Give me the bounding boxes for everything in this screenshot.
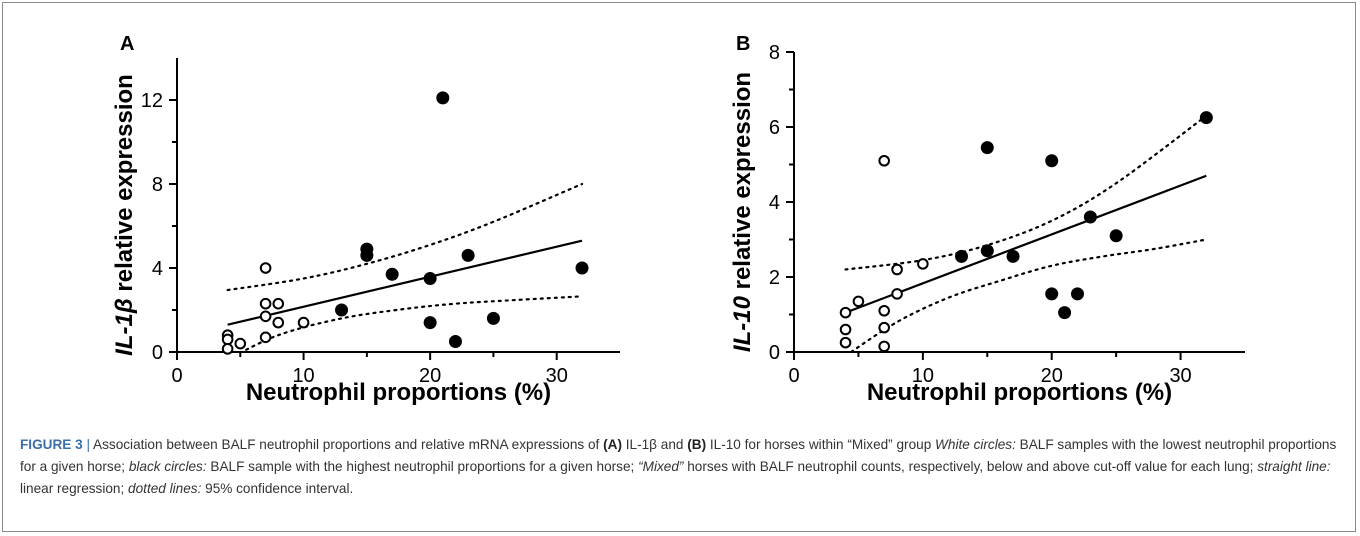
white-circle-point	[891, 288, 903, 300]
black-circle-point	[1199, 111, 1213, 125]
caption-text-7: linear regression;	[20, 481, 129, 496]
caption-straight-label: straight line:	[1257, 459, 1331, 474]
black-circle-point	[1045, 287, 1059, 301]
caption-figure-label: FIGURE 3	[20, 437, 83, 452]
regression-line	[845, 174, 1207, 314]
chart-panel-b: B 0 10 20 30 0 2 4 6 8 Neutrophil proportions (%) I…	[729, 33, 1245, 406]
x-tick-label: 30	[1169, 365, 1191, 387]
white-circle-point	[852, 295, 865, 308]
caption-text-5: BALF sample with the highest neutrophil …	[206, 459, 639, 474]
y-tick-label: 8	[152, 174, 163, 196]
black-circle-point	[448, 335, 462, 348]
white-circle-point	[839, 306, 852, 319]
black-circle-point	[436, 91, 450, 105]
white-circle-point	[891, 263, 903, 276]
white-circle-point	[221, 333, 234, 346]
y-tick-label: 0	[152, 342, 163, 364]
black-circle-point	[423, 272, 437, 285]
caption-text-8: 95% confidence interval.	[201, 481, 354, 496]
black-circle-point	[1109, 229, 1123, 243]
black-circle-point	[461, 248, 475, 262]
black-circle-point	[1083, 210, 1097, 224]
black-circle-point	[385, 267, 399, 281]
caption-dotted-label: dotted lines:	[128, 481, 202, 496]
ci-upper-line	[226, 182, 584, 292]
caption-white-label: White circles:	[935, 437, 1016, 452]
panel-letter: B	[736, 33, 750, 55]
white-circle-point	[878, 304, 891, 317]
white-circle-point	[839, 323, 852, 336]
caption-separator: |	[86, 437, 91, 452]
black-circle-point	[335, 303, 349, 317]
y-axis-title-rest: relative expression	[729, 72, 756, 296]
x-tick-label: 10	[912, 365, 934, 387]
black-circle-point	[1058, 306, 1072, 320]
panel-letter: A	[120, 33, 134, 55]
black-circle-point	[980, 244, 994, 258]
black-circle-point	[423, 316, 437, 330]
caption-text-2: IL-1β and	[621, 437, 688, 452]
black-circle-point	[1045, 154, 1059, 168]
caption-a-label: (A)	[603, 437, 622, 452]
white-circle-point	[234, 337, 247, 350]
white-circle-point	[259, 310, 272, 323]
x-axis-title: Neutrophil proportions (%)	[867, 379, 1172, 406]
white-circle-point	[259, 262, 272, 274]
y-tick-label: 0	[769, 342, 780, 364]
caption-text-6: horses with BALF neutrophil counts, resp…	[683, 459, 1258, 474]
white-circle-point	[221, 343, 234, 355]
x-tick-label: 0	[171, 365, 182, 387]
x-axis-title: Neutrophil proportions (%)	[246, 379, 551, 406]
caption-b-label: (B)	[687, 437, 707, 452]
caption-text-3: IL-10 for horses within “Mixed” group	[706, 437, 936, 452]
y-tick-label: 8	[769, 42, 780, 64]
white-circle-point	[272, 316, 285, 329]
black-circle-point	[1070, 287, 1084, 301]
y-tick-label: 4	[152, 258, 163, 280]
white-circle-point	[917, 258, 929, 270]
caption-text-4: BALF samples with the lowest neutrophil …	[20, 437, 1337, 474]
white-circle-point	[272, 297, 285, 310]
black-circle-point	[575, 261, 589, 275]
caption-black-label: black circles:	[128, 459, 207, 474]
white-circle-point	[878, 154, 891, 167]
y-axis-title: IL-1β relative expression	[111, 74, 138, 356]
white-circle-point	[878, 340, 891, 353]
x-tick-label: 0	[788, 365, 799, 387]
x-tick-label: 30	[546, 365, 568, 387]
x-tick-label: 20	[419, 365, 441, 387]
white-circle-point	[878, 321, 891, 334]
regression-line	[227, 239, 583, 326]
white-circle-point	[259, 331, 272, 344]
black-circle-point	[1006, 249, 1020, 263]
caption-mixed-label: “Mixed”	[638, 459, 684, 474]
black-circle-point	[486, 311, 500, 325]
y-tick-label: 4	[769, 192, 780, 214]
x-tick-label: 20	[1041, 365, 1063, 387]
ci-upper-line	[844, 114, 1208, 271]
white-circle-point	[259, 297, 272, 310]
ci-lower-line	[239, 295, 584, 352]
y-tick-label: 12	[141, 90, 163, 112]
figure-caption: FIGURE 3 | Association between BALF neut…	[20, 434, 1342, 500]
white-circle-point	[839, 336, 852, 349]
y-axis-title: IL-10 relative expression	[729, 72, 756, 352]
chart-panel-a: A 0 10 20 30 0 4 8 12 Neutrophil proportions (%) I…	[111, 33, 620, 406]
y-axis-title-gene: IL-10	[729, 295, 756, 352]
y-tick-label: 2	[769, 267, 780, 289]
y-axis-title-gene: IL-1β	[111, 298, 138, 356]
black-circle-point	[360, 248, 374, 262]
y-axis-title-rest: relative expression	[111, 74, 138, 298]
caption-text-1: Association between BALF neutrophil prop…	[90, 437, 604, 452]
black-circle-point	[980, 141, 994, 155]
black-circle-point	[955, 249, 969, 263]
x-tick-label: 10	[292, 365, 314, 387]
y-tick-label: 6	[769, 117, 780, 139]
white-circle-point	[297, 316, 310, 329]
